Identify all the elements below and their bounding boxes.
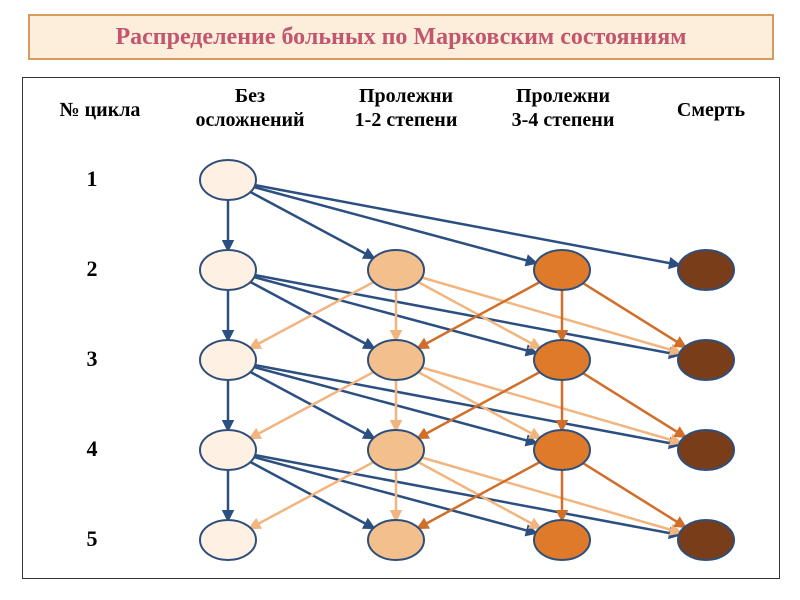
cycle-label-4: 4 (77, 436, 107, 462)
column-header-4: Смерть (656, 98, 766, 122)
state-node-r1-c3 (678, 250, 734, 290)
state-node-r4-c3 (678, 520, 734, 560)
state-node-r1-c2 (534, 250, 590, 290)
column-header-3: Пролежни3-4 степени (483, 84, 643, 132)
state-node-r4-c0 (200, 520, 256, 560)
transition-edge (583, 373, 685, 437)
column-header-0: № цикла (40, 98, 160, 122)
transition-edge (255, 365, 679, 445)
cycle-label-3: 3 (77, 346, 107, 372)
cycle-label-1: 1 (77, 166, 107, 192)
state-node-r4-c1 (368, 520, 424, 560)
transition-edge (583, 283, 685, 347)
column-header-2: Пролежни1-2 степени (326, 84, 486, 132)
state-node-r2-c2 (534, 340, 590, 380)
transition-edge (583, 463, 685, 527)
state-node-r3-c2 (534, 430, 590, 470)
transition-edge (255, 455, 679, 535)
transition-edge (255, 275, 679, 355)
state-node-r3-c3 (678, 430, 734, 470)
state-node-r3-c0 (200, 430, 256, 470)
transition-edge (255, 185, 679, 265)
state-node-r1-c1 (368, 250, 424, 290)
state-node-r3-c1 (368, 430, 424, 470)
cycle-label-2: 2 (77, 256, 107, 282)
state-node-r2-c0 (200, 340, 256, 380)
cycle-label-5: 5 (77, 526, 107, 552)
state-node-r4-c2 (534, 520, 590, 560)
state-node-r0-c0 (200, 160, 256, 200)
state-node-r2-c1 (368, 340, 424, 380)
state-node-r2-c3 (678, 340, 734, 380)
state-node-r1-c0 (200, 250, 256, 290)
column-header-1: Безосложнений (175, 84, 325, 132)
